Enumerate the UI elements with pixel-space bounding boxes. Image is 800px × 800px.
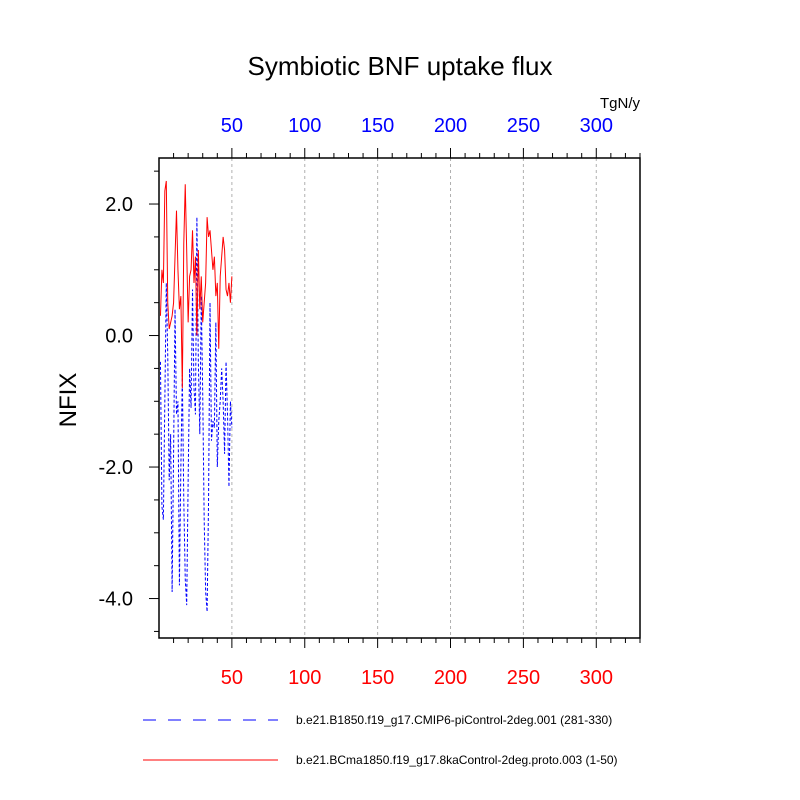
legend-label-8ka: b.e21.BCma1850.f19_g17.8kaControl-2deg.p… — [296, 753, 618, 767]
x-tick-label-bottom: 50 — [221, 667, 243, 689]
x-tick-label-bottom: 300 — [580, 667, 613, 689]
x-tick-label-top: 200 — [434, 115, 467, 137]
chart-title: Symbiotic BNF uptake flux — [248, 51, 553, 81]
x-tick-label-top: 250 — [507, 115, 540, 137]
axis-ticks — [149, 148, 641, 648]
y-tick-label: 2.0 — [105, 194, 133, 216]
x-tick-label-top: 100 — [288, 115, 321, 137]
plot-frame — [158, 157, 641, 639]
series-layer — [159, 180, 233, 612]
legend: b.e21.B1850.f19_g17.CMIP6-piControl-2deg… — [143, 713, 618, 767]
x-tick-label-bottom: 250 — [507, 667, 540, 689]
x-tick-label-bottom: 100 — [288, 667, 321, 689]
legend-label-control: b.e21.B1850.f19_g17.CMIP6-piControl-2deg… — [296, 713, 612, 727]
x-tick-label-top: 150 — [361, 115, 394, 137]
y-tick-label: -2.0 — [99, 457, 133, 479]
y-tick-label: 0.0 — [105, 326, 133, 348]
y-axis-label: NFIX — [55, 373, 82, 428]
x-tick-label-bottom: 150 — [361, 667, 394, 689]
x-tick-label-top: 50 — [221, 115, 243, 137]
series-line-control — [159, 217, 233, 612]
plot-border — [158, 157, 641, 639]
series-line-8ka — [159, 180, 233, 389]
x-tick-label-top: 300 — [580, 115, 613, 137]
y-tick-label: -4.0 — [99, 589, 133, 611]
tick-labels: 50 50 100 100 150 150 200 200 250 250 300 300 -4.0 -2… — [99, 115, 613, 689]
grid — [231, 158, 597, 638]
units-label: TgN/y — [600, 95, 641, 112]
x-tick-label-bottom: 200 — [434, 667, 467, 689]
